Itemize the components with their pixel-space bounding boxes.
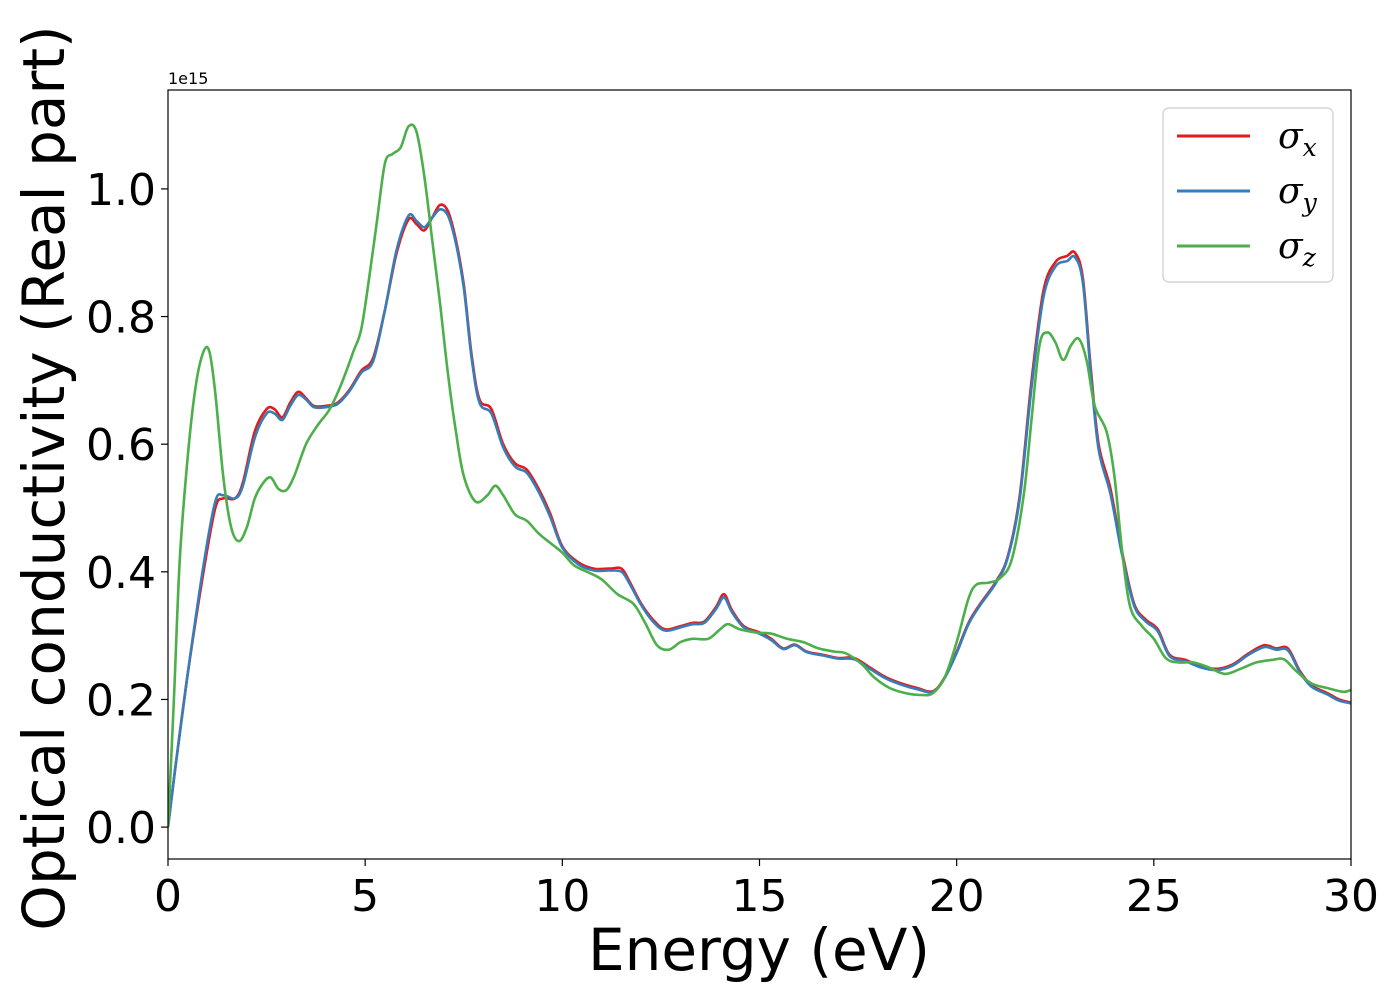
series-line-y — [168, 207, 1351, 828]
x-tick-label: 5 — [351, 871, 379, 922]
x-axis-title: Energy (eV) — [588, 916, 930, 984]
y-tick-label: 0.4 — [86, 548, 156, 599]
y-axis-title: Optical conductivity (Real part) — [10, 25, 78, 930]
x-tick-label: 10 — [534, 871, 590, 922]
legend-frame — [1162, 107, 1334, 283]
x-tick-label: 20 — [929, 871, 985, 922]
y-tick-label: 0.8 — [86, 293, 156, 344]
x-tick-label: 15 — [732, 871, 788, 922]
y-tick-label: 0.2 — [86, 675, 156, 726]
x-tick-label: 25 — [1126, 871, 1182, 922]
series-line-z — [168, 123, 1351, 828]
x-tick-label: 0 — [154, 871, 182, 922]
x-axis: 0 5 10 15 20 25 30 — [154, 859, 1379, 922]
y-axis-offset-label: 1e15 — [168, 69, 208, 88]
y-axis: 0.0 0.2 0.4 0.6 0.8 1.0 — [86, 165, 168, 854]
y-tick-label: 1.0 — [86, 165, 156, 216]
series-lines — [168, 123, 1351, 828]
series-line-x — [168, 203, 1351, 828]
y-tick-label: 0.6 — [86, 420, 156, 471]
x-tick-label: 30 — [1323, 871, 1379, 922]
y-tick-label: 0.0 — [86, 803, 156, 854]
